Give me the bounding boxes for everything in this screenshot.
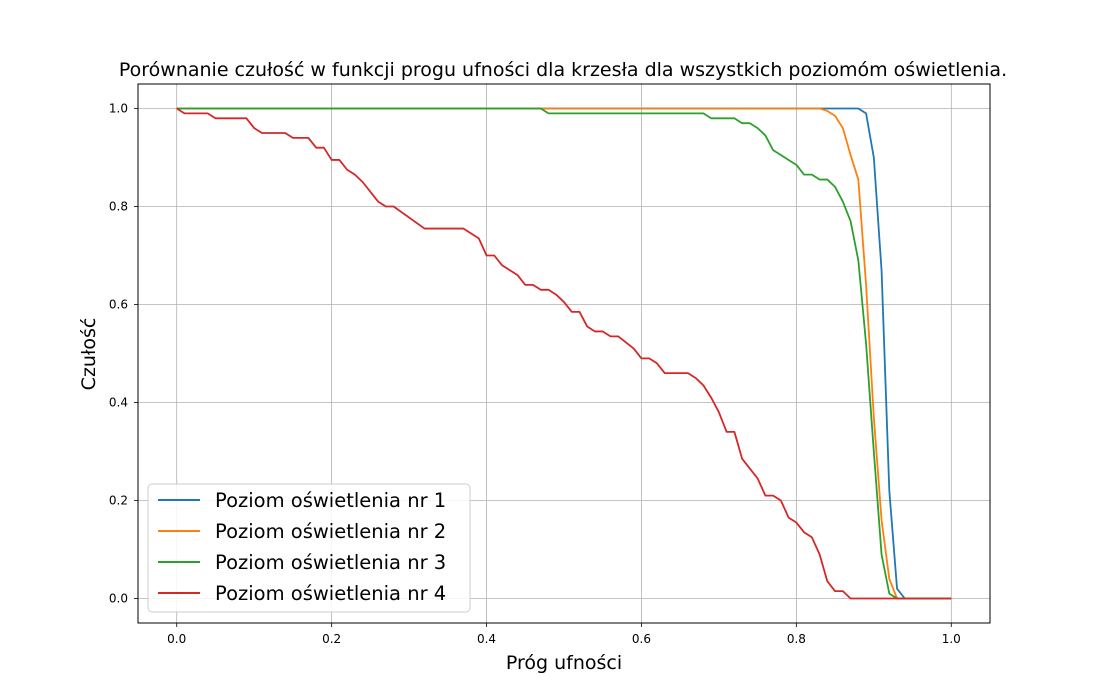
chart-title: Porównanie czułość w funkcji progu ufnoś… bbox=[119, 59, 1007, 81]
y-axis: 0.0 0.2 0.4 0.6 0.8 1.0 bbox=[109, 102, 138, 606]
x-tick-label-5: 1.0 bbox=[942, 632, 961, 646]
series-line-1 bbox=[176, 107, 952, 600]
legend-box bbox=[147, 483, 471, 613]
series-layer bbox=[176, 107, 952, 600]
x-tick-label-2: 0.4 bbox=[477, 632, 496, 646]
legend-label-2: Poziom oświetlenia nr 2 bbox=[215, 520, 446, 543]
y-axis-label: Czułość bbox=[78, 318, 100, 391]
x-tick-label-4: 0.8 bbox=[787, 632, 806, 646]
y-tick-label-4: 0.8 bbox=[109, 200, 128, 214]
y-tick-label-2: 0.4 bbox=[109, 396, 128, 410]
y-tick-label-1: 0.2 bbox=[109, 494, 128, 508]
x-tick-label-1: 0.2 bbox=[322, 632, 341, 646]
x-tick-label-3: 0.6 bbox=[632, 632, 651, 646]
legend: Poziom oświetlenia nr 1 Poziom oświetleni… bbox=[147, 483, 471, 613]
legend-label-4: Poziom oświetlenia nr 4 bbox=[215, 582, 446, 605]
x-tick-label-0: 0.0 bbox=[167, 632, 186, 646]
series-line-2 bbox=[176, 107, 952, 600]
y-tick-label-3: 0.6 bbox=[109, 298, 128, 312]
y-tick-label-5: 1.0 bbox=[109, 102, 128, 116]
legend-label-3: Poziom oświetlenia nr 3 bbox=[215, 551, 446, 574]
y-tick-label-0: 0.0 bbox=[109, 592, 128, 606]
series-line-3 bbox=[176, 107, 952, 600]
series-line-4 bbox=[176, 107, 952, 600]
plot-frame bbox=[137, 83, 991, 624]
x-axis-label: Próg ufności bbox=[506, 652, 622, 674]
legend-label-1: Poziom oświetlenia nr 1 bbox=[215, 489, 446, 512]
x-axis: 0.0 0.2 0.4 0.6 0.8 1.0 bbox=[167, 623, 961, 646]
